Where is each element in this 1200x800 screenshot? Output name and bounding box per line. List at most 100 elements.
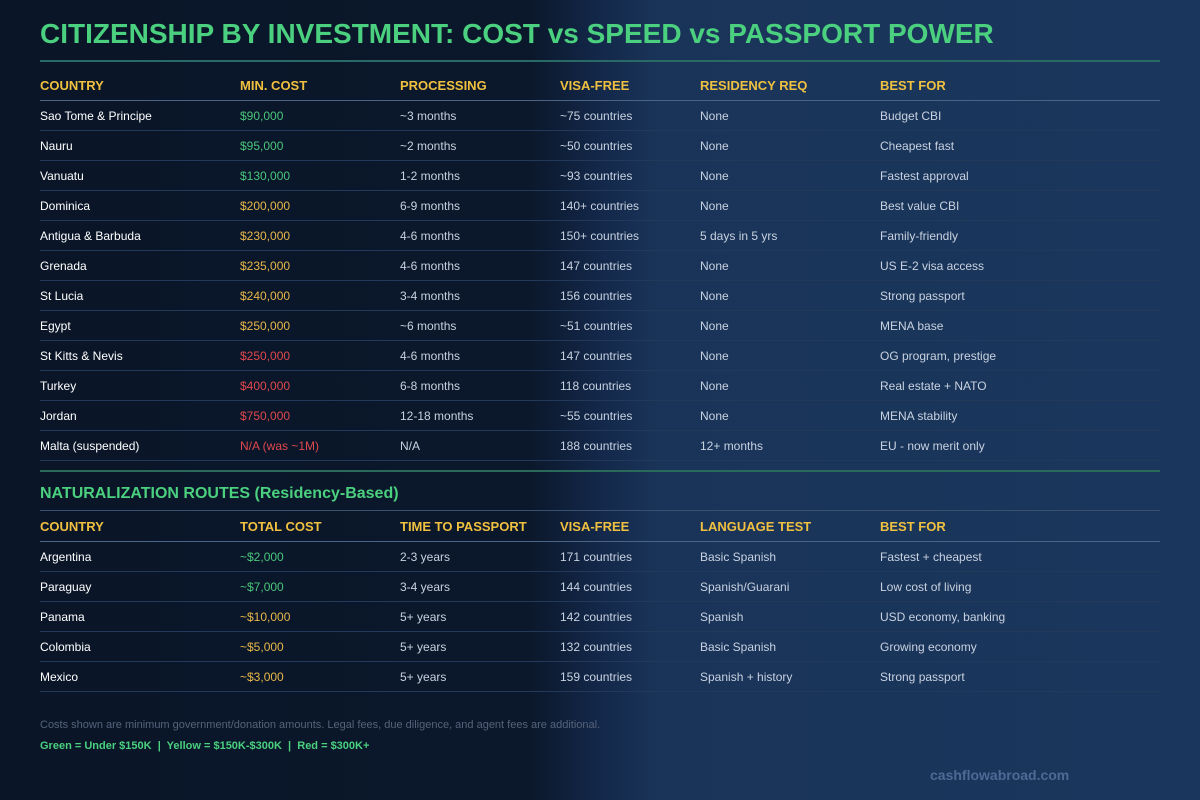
cell-processing: ~6 months: [400, 310, 560, 341]
cell-processing: 6-8 months: [400, 370, 560, 401]
cell-visa-free: ~50 countries: [560, 130, 700, 161]
cell-visa-free: ~51 countries: [560, 310, 700, 341]
cell-min-cost: $250,000: [240, 340, 400, 371]
cell-country: St Kitts & Nevis: [40, 340, 240, 371]
cell-country: Paraguay: [40, 571, 240, 602]
cell-time-to-passport: 5+ years: [400, 661, 560, 692]
cell-visa-free: 132 countries: [560, 631, 700, 662]
cell-visa-free: 147 countries: [560, 250, 700, 281]
table-row: Nauru $95,000 ~2 months ~50 countries None Ch…: [40, 130, 1160, 161]
cell-country: Mexico: [40, 661, 240, 692]
column-header-best-for: BEST FOR: [880, 510, 1160, 542]
cell-total-cost: ~$7,000: [240, 571, 400, 602]
cell-visa-free: 142 countries: [560, 601, 700, 632]
cell-visa-free: 147 countries: [560, 340, 700, 371]
cell-best-for: Best value CBI: [880, 190, 1160, 221]
cell-best-for: Strong passport: [880, 280, 1160, 311]
cell-visa-free: ~55 countries: [560, 400, 700, 431]
cbi-table: COUNTRY MIN. COST PROCESSING VISA-FREE R…: [40, 70, 1160, 461]
table-row: Vanuatu $130,000 1-2 months ~93 countries No…: [40, 160, 1160, 191]
cell-language-test: Spanish/Guarani: [700, 571, 880, 602]
cell-language-test: Spanish + history: [700, 661, 880, 692]
column-header-language-test: LANGUAGE TEST: [700, 510, 880, 542]
cell-best-for: Fastest approval: [880, 160, 1160, 191]
table-row: Malta (suspended) N/A (was ~1M) N/A 188 cou…: [40, 430, 1160, 461]
cell-country: Grenada: [40, 250, 240, 281]
cell-visa-free: 144 countries: [560, 571, 700, 602]
cell-residency-req: None: [700, 100, 880, 131]
column-header-time-to-passport: TIME TO PASSPORT: [400, 510, 560, 542]
cell-visa-free: ~93 countries: [560, 160, 700, 191]
table-row: Egypt $250,000 ~6 months ~51 countries None M…: [40, 310, 1160, 341]
cell-residency-req: None: [700, 310, 880, 341]
cell-visa-free: 150+ countries: [560, 220, 700, 251]
column-header-visa-free: VISA-FREE: [560, 510, 700, 542]
column-header-visa-free: VISA-FREE: [560, 70, 700, 101]
cell-best-for: Family-friendly: [880, 220, 1160, 251]
column-header-processing: PROCESSING: [400, 70, 560, 101]
naturalization-section-title: NATURALIZATION ROUTES (Residency-Based): [40, 485, 399, 502]
table-row: St Kitts & Nevis $250,000 4-6 months 147 co…: [40, 340, 1160, 371]
column-header-best-for: BEST FOR: [880, 70, 1160, 101]
cell-visa-free: 140+ countries: [560, 190, 700, 221]
cell-residency-req: None: [700, 340, 880, 371]
watermark: cashflowabroad.com: [930, 767, 1070, 783]
cell-country: Egypt: [40, 310, 240, 341]
cell-min-cost: $235,000: [240, 250, 400, 281]
cell-processing: 3-4 months: [400, 280, 560, 311]
cell-processing: ~2 months: [400, 130, 560, 161]
cell-best-for: EU - now merit only: [880, 430, 1160, 461]
table-row: Colombia ~$5,000 5+ years 132 countries Basi…: [40, 631, 1160, 662]
cell-country: Sao Tome & Principe: [40, 100, 240, 131]
cell-min-cost: N/A (was ~1M): [240, 430, 400, 461]
cell-processing: 6-9 months: [400, 190, 560, 221]
cell-language-test: Basic Spanish: [700, 541, 880, 572]
cell-country: Malta (suspended): [40, 430, 240, 461]
section-divider: [40, 470, 1160, 472]
cell-time-to-passport: 3-4 years: [400, 571, 560, 602]
column-header-country: COUNTRY: [40, 70, 240, 101]
cbi-header-row: COUNTRY MIN. COST PROCESSING VISA-FREE R…: [40, 70, 1160, 101]
cell-residency-req: None: [700, 190, 880, 221]
cell-visa-free: 159 countries: [560, 661, 700, 692]
cell-visa-free: 156 countries: [560, 280, 700, 311]
cell-processing: 12-18 months: [400, 400, 560, 431]
cell-min-cost: $400,000: [240, 370, 400, 401]
cell-residency-req: None: [700, 130, 880, 161]
cell-best-for: Fastest + cheapest: [880, 541, 1160, 572]
cell-best-for: OG program, prestige: [880, 340, 1160, 371]
table-row: Argentina ~$2,000 2-3 years 171 countries Ba…: [40, 541, 1160, 572]
cell-processing: 4-6 months: [400, 250, 560, 281]
cell-country: Vanuatu: [40, 160, 240, 191]
cell-total-cost: ~$5,000: [240, 631, 400, 662]
column-header-min-cost: MIN. COST: [240, 70, 400, 101]
cell-min-cost: $90,000: [240, 100, 400, 131]
cell-best-for: USD economy, banking: [880, 601, 1160, 632]
cell-residency-req: 5 days in 5 yrs: [700, 220, 880, 251]
cell-country: Colombia: [40, 631, 240, 662]
title-divider: [40, 60, 1160, 62]
cell-country: Turkey: [40, 370, 240, 401]
cell-min-cost: $200,000: [240, 190, 400, 221]
cell-country: Dominica: [40, 190, 240, 221]
table-row: St Lucia $240,000 3-4 months 156 countries N…: [40, 280, 1160, 311]
cell-residency-req: 12+ months: [700, 430, 880, 461]
page-title: CITIZENSHIP BY INVESTMENT: COST vs SPEED…: [40, 18, 994, 49]
cell-total-cost: ~$10,000: [240, 601, 400, 632]
cell-time-to-passport: 5+ years: [400, 631, 560, 662]
color-legend: Green = Under $150K | Yellow = $150K-$30…: [40, 740, 370, 752]
cell-residency-req: None: [700, 280, 880, 311]
cell-visa-free: ~75 countries: [560, 100, 700, 131]
cell-best-for: Strong passport: [880, 661, 1160, 692]
cell-min-cost: $240,000: [240, 280, 400, 311]
cell-best-for: Real estate + NATO: [880, 370, 1160, 401]
cell-country: St Lucia: [40, 280, 240, 311]
cell-best-for: Growing economy: [880, 631, 1160, 662]
table-row: Dominica $200,000 6-9 months 140+ countries…: [40, 190, 1160, 221]
cell-processing: 1-2 months: [400, 160, 560, 191]
table-row: Antigua & Barbuda $230,000 4-6 months 150+ …: [40, 220, 1160, 251]
footnote: Costs shown are minimum government/donat…: [40, 719, 601, 731]
table-row: Panama ~$10,000 5+ years 142 countries Spani…: [40, 601, 1160, 632]
cell-country: Antigua & Barbuda: [40, 220, 240, 251]
cell-language-test: Spanish: [700, 601, 880, 632]
